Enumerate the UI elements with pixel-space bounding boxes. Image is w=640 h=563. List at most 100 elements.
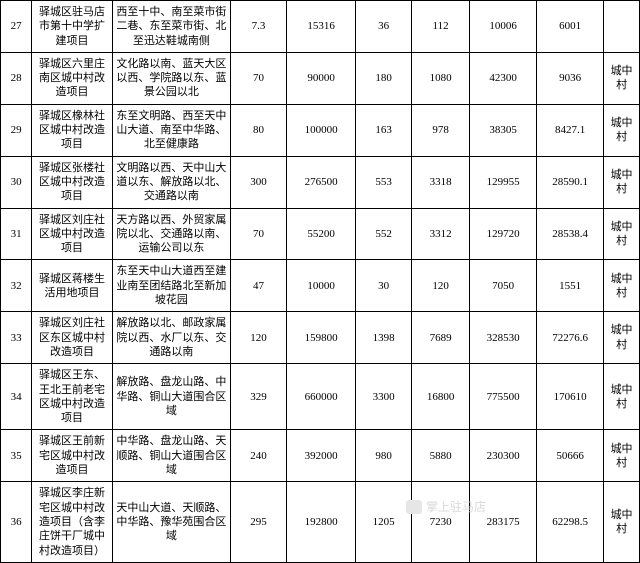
cell-b: 276500 <box>286 156 355 208</box>
cell-g: 城中村 <box>604 312 640 364</box>
cell-c: 1205 <box>356 482 412 562</box>
cell-a: 70 <box>231 208 287 260</box>
cell-c: 180 <box>356 52 412 104</box>
cell-g: 城中村 <box>604 364 640 430</box>
cell-a: 7.3 <box>231 1 287 53</box>
cell-b: 192800 <box>286 482 355 562</box>
cell-b: 392000 <box>286 430 355 482</box>
table-row: 36驿城区李庄新宅区城中村改造项目（含李庄饼干厂城中村改造项目）天中山大道、天顺… <box>1 482 640 562</box>
cell-c: 552 <box>356 208 412 260</box>
cell-e: 38305 <box>470 104 537 156</box>
cell-desc: 文化路以南、蓝天大区以西、学院路以东、蓝景公园以北 <box>112 52 230 104</box>
cell-f: 50666 <box>537 430 604 482</box>
cell-f: 6001 <box>537 1 604 53</box>
cell-desc: 东至天中山大道西至建业南至团结路北至新加坡花园 <box>112 260 230 312</box>
table-body: 27驿城区驻马店市第十中学扩建项目西至十中、南至菜市街二巷、东至菜市街、北至迅达… <box>1 1 640 563</box>
cell-b: 15316 <box>286 1 355 53</box>
table-row: 33驿城区刘庄社区东区城中村改造项目解放路以北、邮政家属院以西、水厂以东、交通路… <box>1 312 640 364</box>
cell-d: 3312 <box>412 208 470 260</box>
cell-name: 驿城区王东、王北王前老宅区城中村改造项目 <box>32 364 112 430</box>
cell-idx: 28 <box>1 52 32 104</box>
cell-b: 100000 <box>286 104 355 156</box>
cell-name: 驿城区刘庄社区城中村改造项目 <box>32 208 112 260</box>
cell-a: 70 <box>231 52 287 104</box>
cell-idx: 35 <box>1 430 32 482</box>
cell-g: 城中村 <box>604 260 640 312</box>
data-table: 27驿城区驻马店市第十中学扩建项目西至十中、南至菜市街二巷、东至菜市街、北至迅达… <box>0 0 640 563</box>
cell-idx: 31 <box>1 208 32 260</box>
cell-f: 62298.5 <box>537 482 604 562</box>
cell-e: 7050 <box>470 260 537 312</box>
cell-name: 驿城区王前新宅区城中村改造项目 <box>32 430 112 482</box>
cell-c: 1398 <box>356 312 412 364</box>
cell-idx: 33 <box>1 312 32 364</box>
cell-a: 47 <box>231 260 287 312</box>
cell-g: 城中村 <box>604 430 640 482</box>
cell-idx: 29 <box>1 104 32 156</box>
table-row: 27驿城区驻马店市第十中学扩建项目西至十中、南至菜市街二巷、东至菜市街、北至迅达… <box>1 1 640 53</box>
cell-desc: 文明路以西、天中山大道以东、解放路以北、交通路以南 <box>112 156 230 208</box>
table-row: 35驿城区王前新宅区城中村改造项目中华路、盘龙山路、天顺路、铜山大道围合区域24… <box>1 430 640 482</box>
table-row: 31驿城区刘庄社区城中村改造项目天方路以西、外贸家属院以北、交通路以南、运输公司… <box>1 208 640 260</box>
cell-g <box>604 1 640 53</box>
cell-desc: 解放路、盘龙山路、中华路、铜山大道围合区域 <box>112 364 230 430</box>
cell-name: 驿城区驻马店市第十中学扩建项目 <box>32 1 112 53</box>
cell-idx: 34 <box>1 364 32 430</box>
cell-g: 城中村 <box>604 208 640 260</box>
table-row: 34驿城区王东、王北王前老宅区城中村改造项目解放路、盘龙山路、中华路、铜山大道围… <box>1 364 640 430</box>
cell-idx: 32 <box>1 260 32 312</box>
cell-d: 1080 <box>412 52 470 104</box>
cell-name: 驿城区李庄新宅区城中村改造项目（含李庄饼干厂城中村改造项目） <box>32 482 112 562</box>
cell-name: 驿城区张楼社区城中村改造项目 <box>32 156 112 208</box>
cell-name: 驿城区蒋楼生活用地项目 <box>32 260 112 312</box>
cell-desc: 中华路、盘龙山路、天顺路、铜山大道围合区域 <box>112 430 230 482</box>
cell-b: 10000 <box>286 260 355 312</box>
cell-c: 3300 <box>356 364 412 430</box>
cell-e: 42300 <box>470 52 537 104</box>
cell-desc: 解放路以北、邮政家属院以西、水厂以东、交通路以南 <box>112 312 230 364</box>
cell-e: 775500 <box>470 364 537 430</box>
cell-desc: 西至十中、南至菜市街二巷、东至菜市街、北至迅达鞋城南侧 <box>112 1 230 53</box>
cell-d: 112 <box>412 1 470 53</box>
table-row: 30驿城区张楼社区城中村改造项目文明路以西、天中山大道以东、解放路以北、交通路以… <box>1 156 640 208</box>
table-row: 32驿城区蒋楼生活用地项目东至天中山大道西至建业南至团结路北至新加坡花园4710… <box>1 260 640 312</box>
cell-a: 240 <box>231 430 287 482</box>
cell-f: 9036 <box>537 52 604 104</box>
cell-a: 329 <box>231 364 287 430</box>
cell-f: 28538.4 <box>537 208 604 260</box>
cell-e: 283175 <box>470 482 537 562</box>
cell-g: 城中村 <box>604 482 640 562</box>
cell-f: 72276.6 <box>537 312 604 364</box>
table-row: 29驿城区橡林社区城中村改造项目东至文明路、西至天中山大道、南至中华路、北至健康… <box>1 104 640 156</box>
cell-name: 驿城区橡林社区城中村改造项目 <box>32 104 112 156</box>
cell-f: 28590.1 <box>537 156 604 208</box>
cell-desc: 天中山大道、天顺路、中华路、豫华苑围合区域 <box>112 482 230 562</box>
cell-idx: 30 <box>1 156 32 208</box>
cell-a: 120 <box>231 312 287 364</box>
cell-c: 163 <box>356 104 412 156</box>
cell-idx: 36 <box>1 482 32 562</box>
cell-a: 300 <box>231 156 287 208</box>
cell-g: 城中村 <box>604 104 640 156</box>
cell-d: 120 <box>412 260 470 312</box>
cell-d: 3318 <box>412 156 470 208</box>
cell-f: 170610 <box>537 364 604 430</box>
cell-idx: 27 <box>1 1 32 53</box>
cell-d: 7689 <box>412 312 470 364</box>
cell-desc: 天方路以西、外贸家属院以北、交通路以南、运输公司以东 <box>112 208 230 260</box>
cell-d: 16800 <box>412 364 470 430</box>
cell-e: 10006 <box>470 1 537 53</box>
cell-c: 553 <box>356 156 412 208</box>
cell-b: 90000 <box>286 52 355 104</box>
cell-b: 55200 <box>286 208 355 260</box>
cell-d: 978 <box>412 104 470 156</box>
cell-a: 80 <box>231 104 287 156</box>
cell-e: 129720 <box>470 208 537 260</box>
cell-name: 驿城区刘庄社区东区城中村改造项目 <box>32 312 112 364</box>
cell-b: 660000 <box>286 364 355 430</box>
cell-f: 1551 <box>537 260 604 312</box>
cell-b: 159800 <box>286 312 355 364</box>
cell-c: 30 <box>356 260 412 312</box>
cell-a: 295 <box>231 482 287 562</box>
cell-c: 36 <box>356 1 412 53</box>
